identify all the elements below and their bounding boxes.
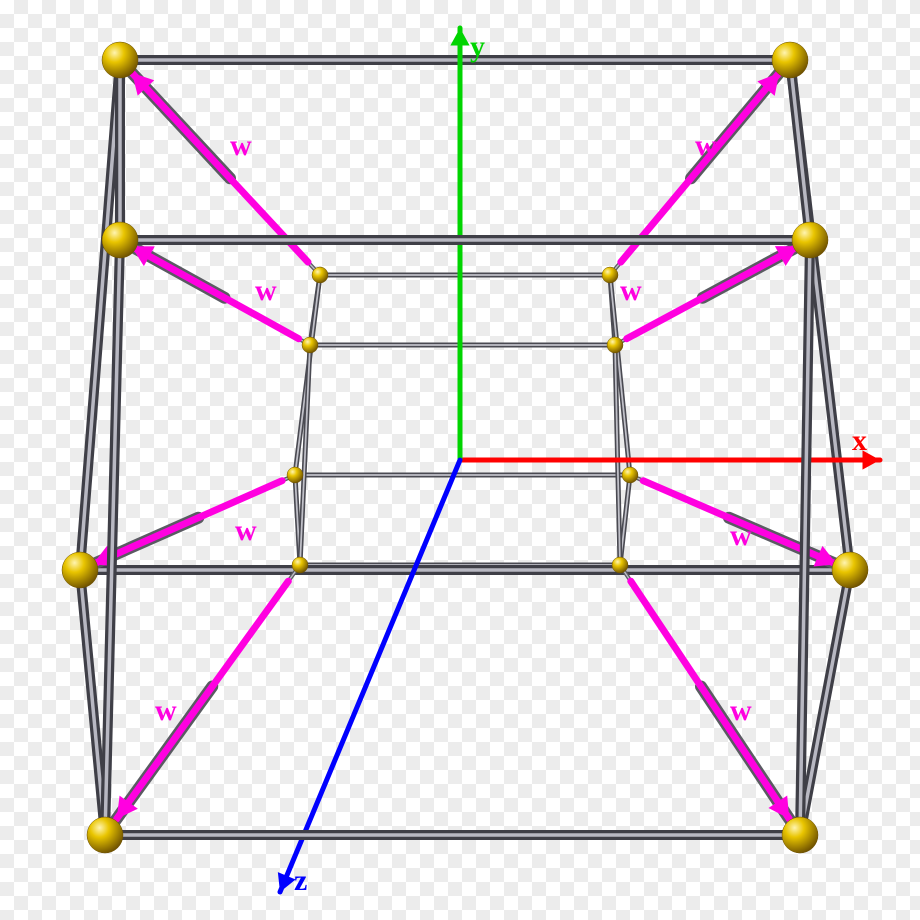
vertex — [287, 467, 303, 483]
vertex — [87, 817, 123, 853]
vertex — [607, 337, 623, 353]
vertex — [102, 42, 138, 78]
vertex — [312, 267, 328, 283]
tesseract-diagram: x y z w w w w w w w w — [0, 0, 920, 920]
w-axis-label: w — [730, 519, 752, 552]
vertex — [102, 222, 138, 258]
vertex — [792, 222, 828, 258]
vertex — [832, 552, 868, 588]
vertex — [612, 557, 628, 573]
w-axis-label: w — [235, 514, 257, 547]
w-axis-label: w — [230, 129, 252, 162]
y-axis-label: y — [470, 30, 485, 63]
vertex — [782, 817, 818, 853]
w-axis-label: w — [695, 129, 717, 162]
w-axis-label: w — [255, 274, 277, 307]
x-axis-label: x — [852, 424, 867, 457]
vertex — [292, 557, 308, 573]
vertex — [62, 552, 98, 588]
axes-layer — [278, 28, 880, 892]
vertex — [622, 467, 638, 483]
vertex — [302, 337, 318, 353]
w-axis-label: w — [155, 694, 177, 727]
vertex — [602, 267, 618, 283]
z-axis-label: z — [294, 864, 307, 897]
w-axis-label: w — [620, 274, 642, 307]
vertex — [772, 42, 808, 78]
w-axis-label: w — [730, 694, 752, 727]
